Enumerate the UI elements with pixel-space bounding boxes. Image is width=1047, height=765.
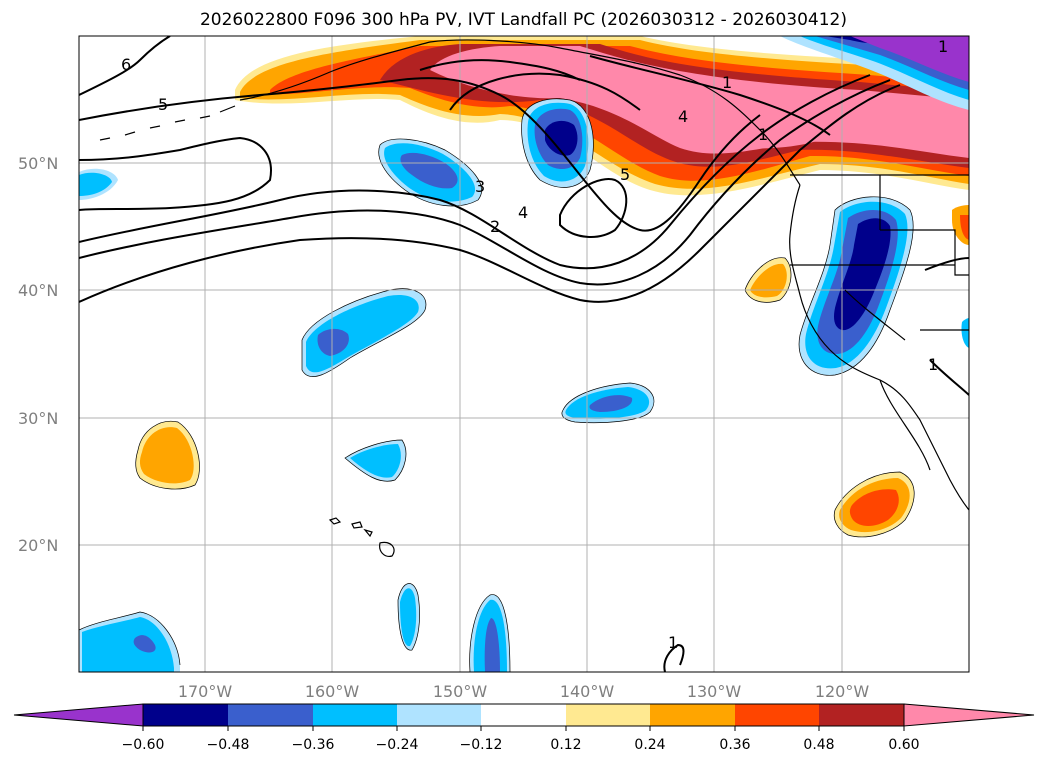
contour-labels: 6 5 1 4 5 3 4 2 1 1 1 1 [121,37,948,652]
pv-contour-1-east [924,257,969,271]
contour-label-4: 4 [518,203,528,222]
colorbar-bin [819,704,904,726]
colorbar-tick-label: −0.24 [376,737,419,753]
hawaii-island-2 [351,521,363,529]
lon-label-170w: 170°W [178,682,233,701]
hawaii-island-3 [363,528,373,538]
coastlines [99,39,969,557]
colorbar-tick-label: −0.36 [292,737,335,753]
plot-area: 6 5 1 4 5 3 4 2 1 1 1 1 [79,36,969,672]
colorbar-bin [481,704,566,726]
colorbar-bin [143,704,228,726]
lon-label-120w: 120°W [815,682,870,701]
lat-label-40n: 40°N [18,281,58,300]
pv-contour-4 [79,74,871,270]
contour-label-1-ne: 1 [938,37,948,56]
pv-contour-1-south [663,643,685,672]
pv-shading [79,36,969,672]
colorbar-extend-low [13,703,144,727]
contour-label-1-south: 1 [668,633,678,652]
lon-label-130w: 130°W [687,682,742,701]
colorbar-tick-label: 0.24 [634,737,665,753]
lon-label-160w: 160°W [305,682,360,701]
graticule [79,36,969,672]
latitude-labels: 50°N 40°N 30°N 20°N [18,154,58,555]
pv-contour-inner-loop [559,178,628,238]
alaska-coast [239,39,801,186]
colorbar-tick-label: −0.12 [460,737,503,753]
contour-label-2: 2 [490,217,500,236]
pv-contour-left-loop [79,136,272,211]
colorbar-bin [735,704,819,726]
map-title: 2026022800 F096 300 hPa PV, IVT Landfall… [199,10,847,30]
colorbar-tick-label: 0.36 [719,737,750,753]
contour-label-6: 6 [121,55,131,74]
contour-label-1-right: 1 [928,355,938,374]
pv-contour-2 [79,84,901,303]
pv-contour-6 [79,36,171,96]
colorbar-tick-label: 0.12 [550,737,581,753]
hawaii-island-1 [328,517,342,525]
colorbar-tick-label: 0.48 [803,737,834,753]
plot-frame [78,35,970,673]
contour-label-3: 3 [475,177,485,196]
colorbar-bin [566,704,650,726]
colorbar-bin [313,704,397,726]
lat-label-20n: 20°N [18,536,58,555]
colorbar-tick-label: −0.48 [207,737,250,753]
pv-contours [79,36,969,672]
contour-label-5-west: 5 [158,95,168,114]
hawaii-island-4 [379,541,395,557]
colorbar-extend-high [903,703,1035,727]
baja-california [879,379,931,471]
pv-contour-1-east-2 [929,359,969,396]
pv-contour-3 [79,79,891,286]
lat-label-30n: 30°N [18,409,58,428]
north-america-west-coast [789,184,969,511]
contour-label-5-mid: 5 [620,165,630,184]
contour-label-4-north: 4 [678,107,688,126]
colorbar: −0.60 −0.48 −0.36 −0.24 −0.12 0.12 0.24 … [13,703,1035,753]
aleutian-islands [99,105,236,141]
pv-contour-1-north [589,55,831,136]
state-border-3 [880,229,969,276]
lat-label-50n: 50°N [18,154,58,173]
pv-contour-inner-3 [449,72,641,111]
longitude-labels: 170°W 160°W 150°W 140°W 130°W 120°W [178,682,870,701]
contour-label-1-coast: 1 [758,125,768,144]
colorbar-bin [650,704,735,726]
anomaly-outlines [79,98,915,672]
state-border-4 [844,289,906,341]
pv-contour-5 [79,77,761,232]
colorbar-bin [397,704,481,726]
lon-label-150w: 150°W [433,682,488,701]
pv-contour-inner-2 [419,59,581,81]
lon-label-140w: 140°W [560,682,615,701]
contour-label-1-north: 1 [722,73,732,92]
colorbar-bin [228,704,313,726]
colorbar-tick-label: 0.60 [888,737,919,753]
colorbar-tick-label: −0.60 [122,737,165,753]
